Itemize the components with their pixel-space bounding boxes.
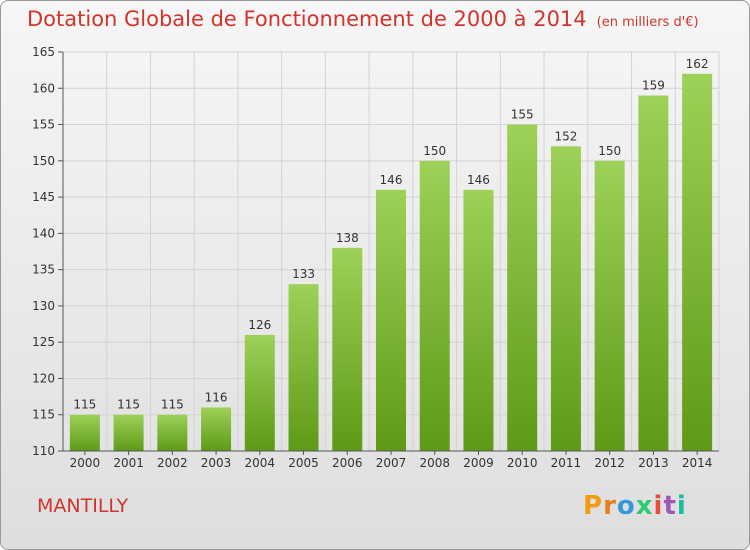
data-label: 138 bbox=[336, 231, 359, 245]
data-label: 115 bbox=[161, 398, 184, 412]
logo-letter: x bbox=[635, 491, 654, 521]
chart-title: Dotation Globale de Fonctionnement de 20… bbox=[27, 7, 699, 31]
data-label: 146 bbox=[467, 173, 490, 187]
bar bbox=[332, 247, 363, 451]
x-tick-label: 2000 bbox=[70, 456, 101, 470]
logo-letter: t bbox=[663, 491, 677, 521]
proxiti-logo[interactable]: Proxiti bbox=[583, 491, 687, 521]
bar bbox=[157, 414, 188, 451]
x-tick-label: 2013 bbox=[638, 456, 669, 470]
data-label: 116 bbox=[205, 390, 228, 404]
y-tick-label: 110 bbox=[32, 444, 55, 458]
data-label: 162 bbox=[686, 57, 709, 71]
bar bbox=[507, 124, 538, 451]
data-label: 159 bbox=[642, 79, 665, 93]
y-tick-label: 130 bbox=[32, 299, 55, 313]
x-tick-label: 2014 bbox=[682, 456, 713, 470]
bar bbox=[376, 189, 406, 451]
x-tick-label: 2001 bbox=[113, 456, 144, 470]
bar bbox=[244, 334, 275, 451]
title-main: Dotation Globale de Fonctionnement de 20… bbox=[27, 7, 587, 31]
x-tick-label: 2007 bbox=[376, 456, 407, 470]
data-label: 133 bbox=[292, 267, 315, 281]
logo-letter: P bbox=[583, 491, 604, 521]
bar bbox=[682, 73, 713, 451]
bar bbox=[419, 160, 450, 451]
y-tick-label: 140 bbox=[32, 226, 55, 240]
x-tick-label: 2003 bbox=[201, 456, 232, 470]
y-tick-label: 115 bbox=[32, 408, 55, 422]
x-tick-label: 2004 bbox=[245, 456, 276, 470]
bar bbox=[463, 189, 494, 451]
labels: 110 115 120 125 130 135 140 145 150 155 160 165 115 2… bbox=[32, 45, 712, 470]
x-tick-label: 2008 bbox=[419, 456, 450, 470]
y-tick-label: 165 bbox=[32, 45, 55, 59]
bar bbox=[69, 414, 100, 451]
bar bbox=[201, 407, 232, 451]
y-tick-label: 145 bbox=[32, 190, 55, 204]
bar bbox=[594, 160, 625, 451]
x-tick-label: 2011 bbox=[551, 456, 582, 470]
title-subtitle: (en milliers d'€) bbox=[596, 15, 699, 30]
x-tick-label: 2012 bbox=[594, 456, 625, 470]
y-tick-label: 155 bbox=[32, 118, 55, 132]
data-label: 115 bbox=[117, 398, 140, 412]
logo-letter: i bbox=[653, 491, 664, 521]
logo-letter: o bbox=[616, 491, 636, 521]
data-label: 146 bbox=[380, 173, 403, 187]
bar bbox=[550, 146, 581, 452]
x-tick-label: 2006 bbox=[332, 456, 363, 470]
x-tick-label: 2009 bbox=[463, 456, 494, 470]
data-label: 155 bbox=[511, 108, 534, 122]
x-tick-label: 2002 bbox=[157, 456, 188, 470]
bar bbox=[638, 95, 669, 451]
logo-letter: i bbox=[676, 491, 687, 521]
bar bbox=[113, 414, 144, 451]
bars bbox=[69, 73, 713, 452]
y-tick-label: 120 bbox=[32, 371, 55, 385]
y-tick-label: 125 bbox=[32, 335, 55, 349]
data-label: 150 bbox=[598, 144, 621, 158]
y-tick-label: 135 bbox=[32, 263, 55, 277]
data-label: 126 bbox=[248, 318, 271, 332]
x-tick-label: 2005 bbox=[288, 456, 319, 470]
x-tick-label: 2010 bbox=[507, 456, 538, 470]
data-label: 150 bbox=[423, 144, 446, 158]
logo-letter: r bbox=[603, 491, 617, 521]
y-tick-label: 160 bbox=[32, 81, 55, 95]
data-label: 115 bbox=[73, 398, 96, 412]
data-label: 152 bbox=[554, 129, 577, 143]
y-tick-label: 150 bbox=[32, 154, 55, 168]
axes bbox=[58, 51, 719, 455]
commune-name: MANTILLY bbox=[37, 495, 129, 517]
bar bbox=[288, 284, 319, 451]
